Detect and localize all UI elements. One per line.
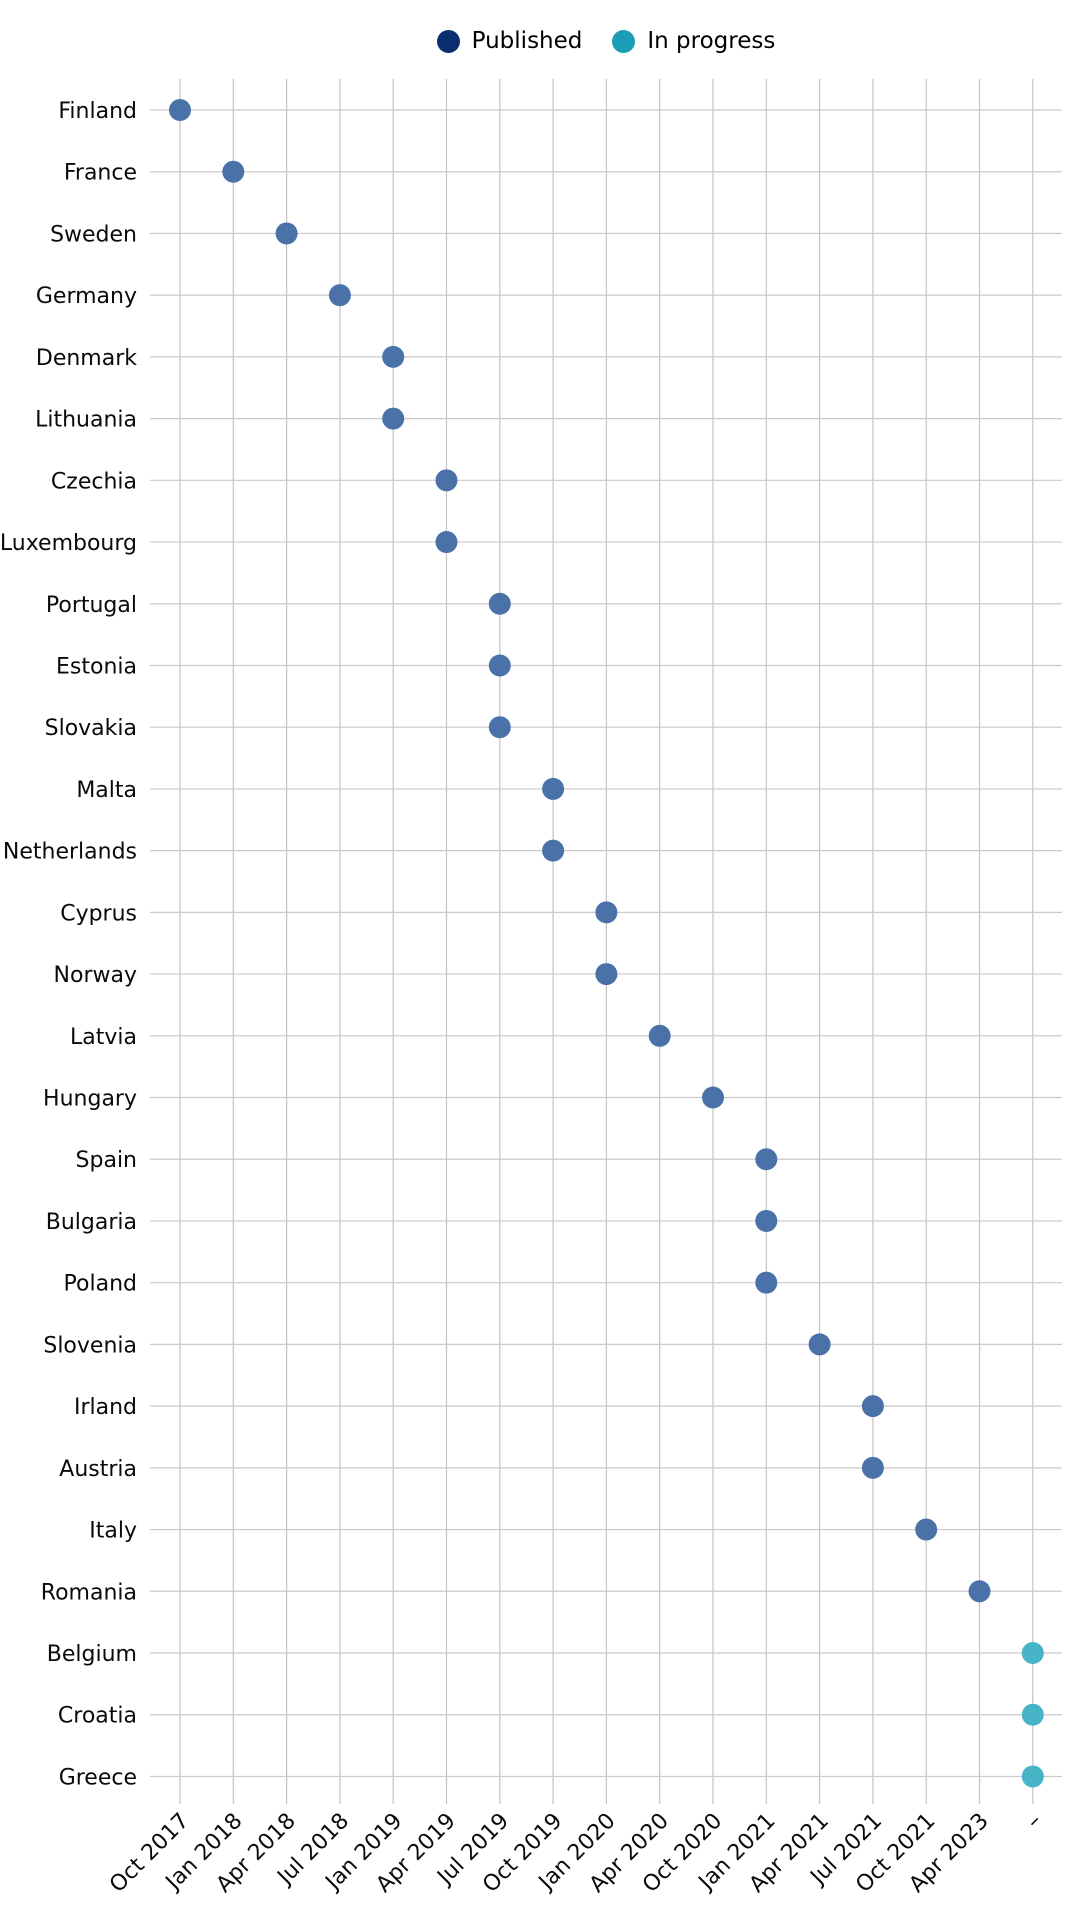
data-point	[755, 1209, 778, 1232]
data-point	[1021, 1642, 1044, 1664]
data-point	[328, 284, 351, 307]
x-tick-label: –	[1022, 1809, 1047, 1834]
legend-label-published: Published	[471, 28, 583, 54]
data-point	[702, 1086, 724, 1109]
data-point	[861, 1395, 884, 1418]
data-point	[275, 222, 298, 245]
data-point	[382, 345, 405, 368]
y-tick-label: Estonia	[56, 654, 137, 679]
y-tick-label: Netherlands	[3, 840, 137, 865]
data-point	[169, 99, 191, 121]
legend-item-in-progress[interactable]: In progress	[612, 28, 775, 54]
data-point	[808, 1333, 831, 1356]
y-tick-label: Slovakia	[45, 716, 137, 741]
data-point	[435, 469, 458, 492]
y-tick-label: Denmark	[36, 346, 137, 371]
y-tick-label: Portugal	[46, 593, 137, 618]
y-tick-label: Czechia	[51, 469, 137, 494]
data-point	[488, 592, 511, 615]
y-tick-label: France	[64, 161, 137, 186]
data-point	[1021, 1765, 1044, 1788]
y-tick-label: Austria	[59, 1457, 137, 1482]
y-tick-label: Italy	[89, 1519, 137, 1544]
data-point	[542, 839, 565, 862]
y-tick-label: Latvia	[70, 1025, 137, 1050]
data-point	[968, 1580, 991, 1603]
y-tick-label: Slovenia	[43, 1333, 137, 1358]
legend-label-in-progress: In progress	[647, 28, 776, 54]
y-tick-label: Irland	[74, 1395, 137, 1420]
y-tick-label: Malta	[76, 778, 137, 803]
data-point	[595, 963, 618, 986]
y-tick-label: Belgium	[47, 1642, 137, 1667]
data-point	[488, 654, 511, 677]
legend-item-published[interactable]: Published	[436, 28, 583, 54]
data-point	[755, 1148, 778, 1171]
data-point	[488, 716, 511, 739]
data-point	[435, 531, 458, 554]
y-tick-label: Norway	[54, 963, 137, 988]
y-tick-label: Luxembourg	[0, 531, 137, 556]
data-point	[542, 777, 565, 800]
y-tick-label: Croatia	[58, 1704, 137, 1729]
published-dot-icon	[436, 29, 460, 53]
y-tick-label: Hungary	[43, 1087, 137, 1112]
data-point	[915, 1518, 938, 1541]
y-tick-label: Germany	[36, 284, 137, 309]
y-tick-label: Sweden	[50, 222, 137, 247]
data-point	[595, 901, 618, 924]
data-point	[648, 1024, 671, 1047]
data-point	[222, 160, 245, 183]
y-tick-label: Bulgaria	[46, 1210, 137, 1235]
data-point	[382, 407, 405, 430]
y-tick-label: Romania	[41, 1580, 137, 1605]
in-progress-dot-icon	[612, 29, 636, 53]
y-tick-label: Spain	[76, 1148, 137, 1173]
data-point	[755, 1271, 778, 1294]
y-tick-label: Greece	[59, 1765, 137, 1790]
y-tick-label: Poland	[64, 1272, 137, 1297]
y-tick-label: Finland	[58, 99, 137, 124]
chart-legend: Published In progress	[150, 26, 1062, 56]
y-tick-label: Cyprus	[60, 901, 137, 926]
y-tick-label: Lithuania	[35, 408, 137, 433]
data-point	[1021, 1703, 1044, 1726]
data-point	[861, 1456, 884, 1479]
